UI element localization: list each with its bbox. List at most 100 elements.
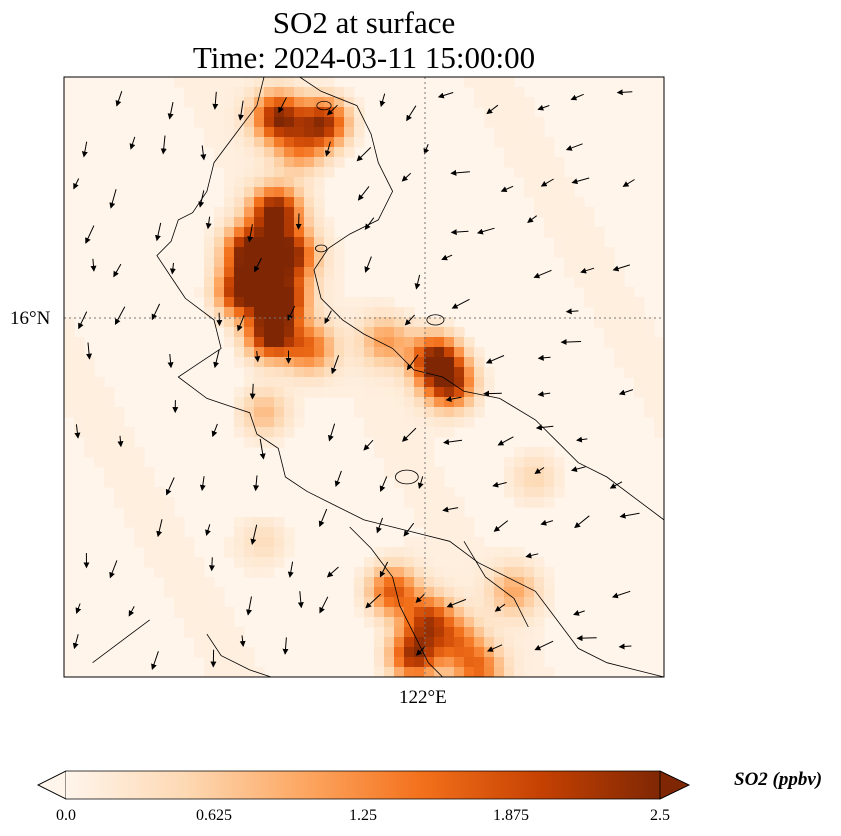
field-cell bbox=[234, 187, 245, 198]
field-cell bbox=[314, 107, 325, 118]
field-cell bbox=[144, 497, 155, 508]
field-cell bbox=[414, 417, 425, 428]
field-cell bbox=[234, 387, 245, 398]
field-cell bbox=[394, 597, 405, 608]
field-cell bbox=[374, 317, 385, 328]
field-cell bbox=[534, 607, 545, 618]
field-cell bbox=[494, 657, 505, 668]
field-cell bbox=[584, 227, 595, 238]
field-cell bbox=[244, 117, 255, 128]
field-cell bbox=[84, 417, 95, 428]
field-cell bbox=[524, 597, 535, 608]
field-cell bbox=[324, 367, 335, 378]
field-cell bbox=[214, 227, 225, 238]
field-cell bbox=[304, 147, 315, 158]
field-cell bbox=[314, 207, 325, 218]
field-cell bbox=[484, 97, 495, 108]
field-cell bbox=[344, 367, 355, 378]
field-cell bbox=[164, 497, 175, 508]
field-cell bbox=[214, 107, 225, 118]
field-cell bbox=[444, 397, 455, 408]
field-cell bbox=[244, 277, 255, 288]
field-cell bbox=[264, 137, 275, 148]
field-cell bbox=[114, 497, 125, 508]
field-cell bbox=[274, 337, 285, 348]
field-cell bbox=[254, 177, 265, 188]
field-cell bbox=[234, 307, 245, 318]
field-cell bbox=[204, 267, 215, 278]
field-cell bbox=[404, 577, 415, 588]
field-cell bbox=[154, 557, 165, 568]
field-cell bbox=[314, 377, 325, 388]
field-cell bbox=[304, 347, 315, 358]
field-cell bbox=[484, 567, 495, 578]
field-cell bbox=[514, 467, 525, 478]
field-cell bbox=[454, 517, 465, 528]
field-cell bbox=[404, 487, 415, 498]
field-cell bbox=[514, 627, 525, 638]
wind-arrow bbox=[86, 342, 93, 360]
field-cell bbox=[254, 277, 265, 288]
field-cell bbox=[634, 387, 645, 398]
field-cell bbox=[504, 487, 515, 498]
field-cell bbox=[304, 257, 315, 268]
field-cell bbox=[344, 357, 355, 368]
field-cell bbox=[284, 527, 295, 538]
field-cell bbox=[264, 347, 275, 358]
field-cell bbox=[434, 507, 445, 518]
field-cell bbox=[654, 417, 664, 428]
field-cell bbox=[204, 247, 215, 258]
field-cell bbox=[544, 477, 555, 488]
field-cell bbox=[264, 127, 275, 138]
field-cell bbox=[324, 157, 335, 168]
field-cell bbox=[404, 607, 415, 618]
field-cell bbox=[284, 157, 295, 168]
field-cell bbox=[244, 427, 255, 438]
field-cell bbox=[344, 347, 355, 358]
field-cell bbox=[374, 617, 385, 628]
field-cell bbox=[414, 317, 425, 328]
field-cell bbox=[304, 217, 315, 228]
field-cell bbox=[484, 577, 495, 588]
field-cell bbox=[364, 617, 375, 628]
field-cell bbox=[394, 577, 405, 588]
field-cell bbox=[644, 377, 655, 388]
field-cell bbox=[314, 77, 325, 88]
field-cell bbox=[284, 117, 295, 128]
field-cell bbox=[434, 367, 445, 378]
field-cell bbox=[544, 447, 555, 458]
wind-arrow bbox=[417, 476, 424, 489]
field-cell bbox=[234, 227, 245, 238]
wind-arrow bbox=[609, 481, 623, 489]
field-cell bbox=[454, 537, 465, 548]
field-cell bbox=[584, 267, 595, 278]
field-cell bbox=[294, 357, 305, 368]
field-cell bbox=[274, 377, 285, 388]
field-cell bbox=[254, 157, 265, 168]
field-cell bbox=[344, 327, 355, 338]
field-cell bbox=[314, 357, 325, 368]
field-cell bbox=[334, 257, 345, 268]
field-cell bbox=[384, 607, 395, 618]
field-cell bbox=[254, 297, 265, 308]
field-cell bbox=[494, 107, 505, 118]
field-cell bbox=[364, 407, 375, 418]
field-cell bbox=[404, 667, 415, 677]
field-cell bbox=[384, 307, 395, 318]
field-cell bbox=[254, 207, 265, 218]
field-cell bbox=[264, 187, 275, 198]
island-outline bbox=[395, 469, 419, 485]
field-cell bbox=[604, 287, 615, 298]
field-cell bbox=[84, 437, 95, 448]
field-cell bbox=[284, 97, 295, 108]
field-cell bbox=[124, 477, 135, 488]
field-cell bbox=[564, 267, 575, 278]
field-cell bbox=[354, 347, 365, 358]
field-cell bbox=[634, 327, 645, 338]
field-cell bbox=[234, 317, 245, 328]
field-cell bbox=[254, 337, 265, 348]
wind-arrow bbox=[565, 143, 583, 151]
colorbar-tick-4: 2.5 bbox=[650, 807, 670, 824]
field-cell bbox=[304, 307, 315, 318]
field-cell bbox=[224, 237, 235, 248]
